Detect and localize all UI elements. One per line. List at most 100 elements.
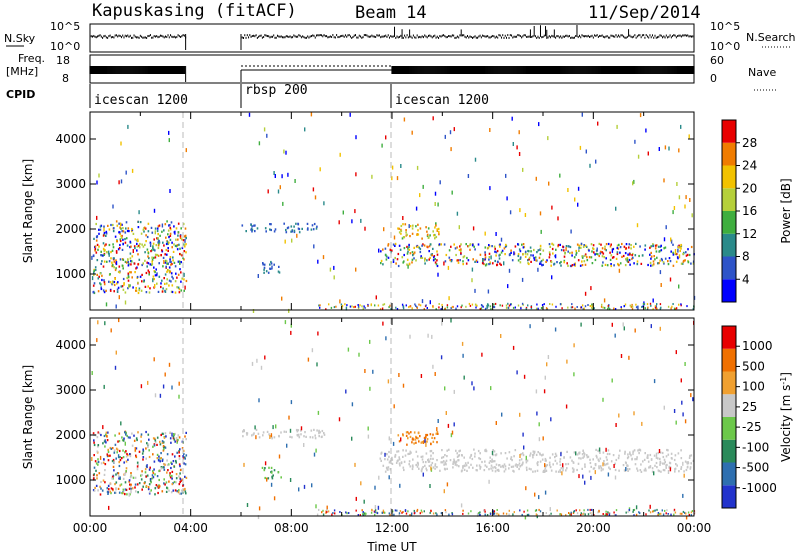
echo-cell <box>665 225 667 230</box>
echo-cell <box>518 459 521 462</box>
echo-cell <box>165 248 168 252</box>
echo-cell <box>297 222 299 225</box>
echo-cell <box>486 465 488 468</box>
echo-cell <box>122 243 124 246</box>
echo-cell <box>552 243 555 246</box>
echo-cell <box>674 307 677 310</box>
echo-cell <box>258 506 261 511</box>
echo-cell <box>629 451 631 454</box>
echo-cell <box>241 224 244 227</box>
echo-cell <box>171 470 174 473</box>
echo-cell <box>432 440 435 443</box>
echo-cell <box>546 464 549 467</box>
echo-cell <box>161 290 164 293</box>
echo-cell <box>94 460 97 463</box>
echo-cell <box>264 476 266 480</box>
echo-cell <box>407 250 409 253</box>
echo-cell <box>566 467 568 470</box>
echo-cell <box>616 124 618 129</box>
echo-cell <box>597 121 599 126</box>
echo-cell <box>584 305 587 308</box>
echo-cell <box>168 480 170 483</box>
echo-cell <box>103 225 105 228</box>
echo-cell <box>106 260 108 263</box>
echo-cell <box>639 469 642 472</box>
echo-cell <box>548 256 551 259</box>
echo-cell <box>400 232 402 235</box>
echo-cell <box>166 471 168 474</box>
echo-cell <box>522 454 525 457</box>
echo-cell <box>160 282 162 285</box>
echo-cell <box>159 443 162 446</box>
echo-cell <box>444 307 446 310</box>
echo-cell <box>508 304 511 307</box>
echo-cell <box>580 513 582 516</box>
echo-cell <box>430 463 433 467</box>
echo-cell <box>567 245 570 248</box>
echo-cell <box>165 236 167 239</box>
echo-cell <box>640 463 642 466</box>
echo-cell <box>440 308 442 311</box>
echo-cell <box>419 247 422 251</box>
echo-cell <box>598 509 600 512</box>
echo-cell <box>326 510 328 513</box>
echo-cell <box>684 511 686 514</box>
velocity-xlabel: Time UT <box>366 540 417 554</box>
echo-cell <box>137 431 139 434</box>
echo-cell <box>179 448 181 451</box>
echo-cell <box>537 249 540 252</box>
echo-cell <box>129 271 131 274</box>
echo-cell <box>122 267 124 270</box>
echo-cell <box>663 405 665 410</box>
nsky-tick-bottom: 10^0 <box>50 40 80 53</box>
echo-cell <box>115 220 118 223</box>
nave-label: Nave <box>748 66 776 79</box>
echo-cell <box>140 435 142 438</box>
echo-cell <box>539 460 542 463</box>
echo-cell <box>412 224 414 227</box>
echo-cell <box>560 260 562 264</box>
echo-cell <box>543 303 545 306</box>
echo-cell <box>467 245 470 248</box>
colorbar-tick-label: -100 <box>742 440 769 454</box>
echo-cell <box>518 152 521 156</box>
echo-cell <box>408 224 410 229</box>
echo-cell <box>581 453 584 456</box>
echo-cell <box>143 482 146 485</box>
echo-cell <box>131 487 134 490</box>
echo-cell <box>105 433 107 436</box>
echo-cell <box>538 495 540 500</box>
echo-cell <box>93 489 96 492</box>
echo-cell <box>140 440 142 443</box>
echo-cell <box>572 461 575 464</box>
echo-cell <box>146 248 149 251</box>
echo-cell <box>441 449 443 452</box>
echo-cell <box>138 244 140 247</box>
echo-cell <box>148 291 151 294</box>
echo-cell <box>599 252 602 255</box>
echo-cell <box>96 235 99 238</box>
echo-cell <box>107 454 110 457</box>
echo-cell <box>100 254 102 257</box>
echo-cell <box>413 442 415 445</box>
echo-cell <box>680 449 682 452</box>
echo-cell <box>415 225 417 228</box>
echo-cell <box>161 441 164 444</box>
echo-cell <box>678 284 680 289</box>
echo-cell <box>618 413 620 418</box>
echo-cell <box>173 480 176 484</box>
echo-cell <box>316 225 318 228</box>
echo-cell <box>586 259 589 262</box>
echo-cell <box>519 257 522 260</box>
echo-cell <box>384 458 386 461</box>
echo-cell <box>179 252 181 256</box>
echo-cell <box>163 482 165 485</box>
echo-cell <box>536 462 538 465</box>
echo-cell <box>689 466 692 469</box>
echo-cell <box>285 231 288 234</box>
echo-cell <box>182 257 184 260</box>
echo-cell <box>443 243 446 246</box>
echo-cell <box>288 415 290 420</box>
echo-cell <box>634 328 636 333</box>
echo-cell <box>685 251 687 254</box>
